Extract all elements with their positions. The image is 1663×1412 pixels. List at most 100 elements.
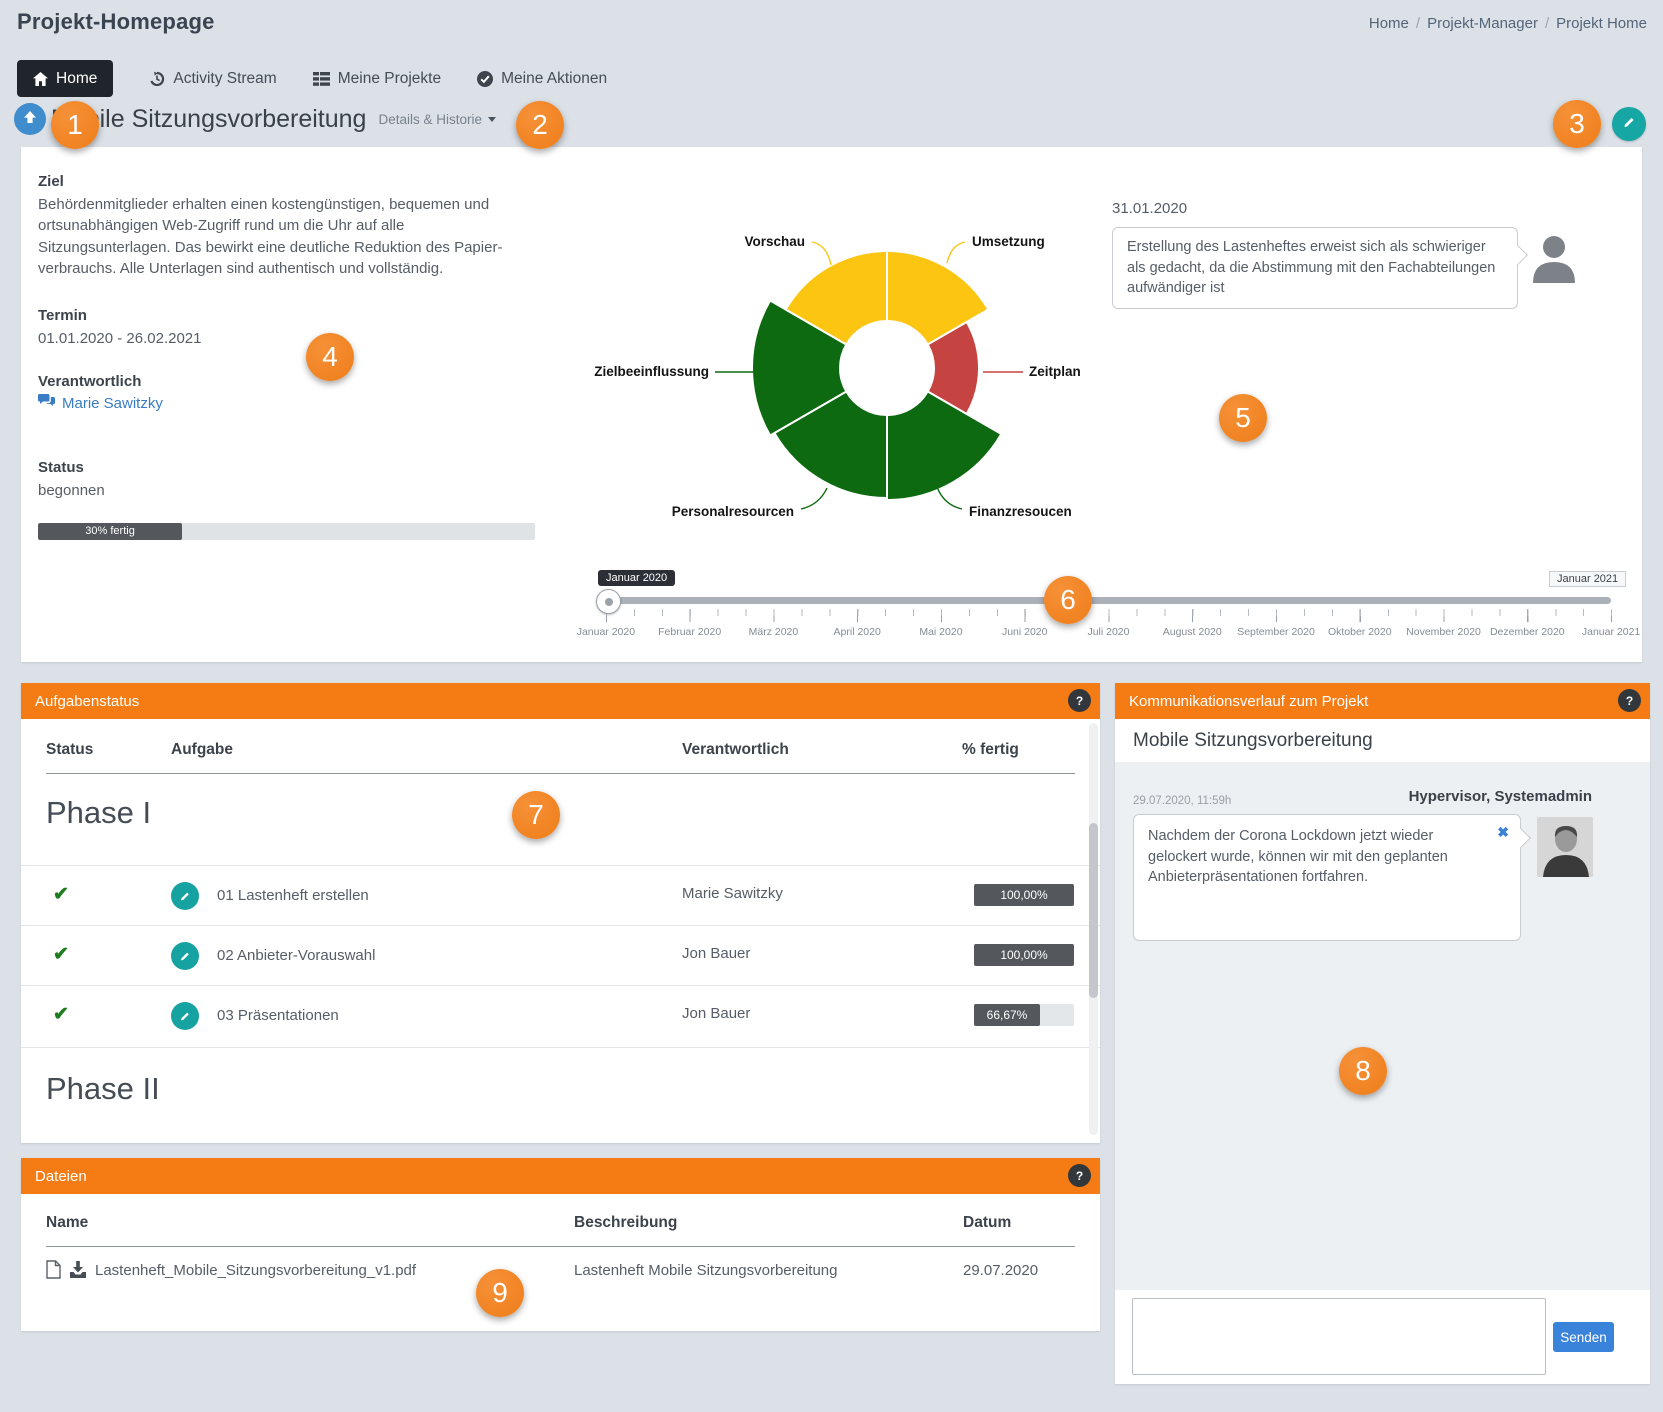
project-status-donut-chart: Vorschau Umsetzung Zeitplan Zielbeeinflu… xyxy=(594,234,1081,519)
termin-label: Termin xyxy=(38,307,87,324)
list-icon xyxy=(312,71,330,86)
help-button[interactable]: ? xyxy=(1068,689,1091,712)
app-title: Projekt-Homepage xyxy=(17,9,215,34)
task-percent-badge: 100,00% xyxy=(974,884,1074,906)
timeline-slider-track[interactable] xyxy=(606,597,1611,604)
header-divider xyxy=(46,773,1075,774)
verantwortlich-label: Verantwortlich xyxy=(38,373,142,390)
donut-label-personalresourcen: Personalresourcen xyxy=(672,504,794,519)
status-label: Status xyxy=(38,459,84,476)
timeline-end-label: Januar 2021 xyxy=(1549,571,1627,587)
panel-scrollbar[interactable] xyxy=(1089,723,1098,1135)
nav-tab-meine-aktionen[interactable]: Meine Aktionen xyxy=(477,70,607,88)
timeline-month: März 2020 xyxy=(748,626,799,638)
column-header-status: Status xyxy=(46,741,94,758)
timeline-month: September 2020 xyxy=(1237,626,1315,638)
breadcrumb-home[interactable]: Home xyxy=(1368,15,1409,32)
aufgabenstatus-header: Aufgabenstatus ? xyxy=(21,683,1100,719)
kommunikation-subtitle: Mobile Sitzungsvorbereitung xyxy=(1115,719,1650,762)
donut-label-finanzresoucen: Finanzresoucen xyxy=(969,504,1072,519)
breadcrumb-separator: / xyxy=(1415,15,1421,32)
donut-segment-zeitplan xyxy=(926,320,980,416)
details-historie-label: Details & Historie xyxy=(378,111,482,127)
donut-segment-finanzresoucen xyxy=(886,390,1003,502)
message-input[interactable] xyxy=(1132,1298,1546,1375)
header-divider xyxy=(46,1246,1075,1247)
edit-task-button[interactable] xyxy=(171,1002,199,1030)
timeline-month: Mai 2020 xyxy=(919,626,963,638)
donut-segment-zielbeeinflussung xyxy=(751,299,848,437)
kommunikation-message-list: 29.07.2020, 11:59h Hypervisor, Systemadm… xyxy=(1115,762,1650,1290)
donut-segment-personalresourcen xyxy=(773,390,888,500)
send-button[interactable]: Senden xyxy=(1553,1322,1614,1352)
timeline-month-labels: Januar 2020 Februar 2020 März 2020 April… xyxy=(564,626,1653,638)
donut-label-vorschau: Vorschau xyxy=(744,234,805,249)
nav-tab-label: Meine Aktionen xyxy=(501,69,608,87)
person-icon xyxy=(1527,231,1581,290)
delete-message-icon[interactable]: ✖ xyxy=(1497,824,1509,840)
message-bubble: Nachdem der Corona Lockdown jetzt wieder… xyxy=(1133,814,1531,941)
timeline-month: Januar 2021 xyxy=(1581,626,1641,638)
pencil-icon xyxy=(1622,115,1636,134)
callout-1: 1 xyxy=(51,101,99,149)
termin-value: 01.01.2020 - 26.02.2021 xyxy=(38,330,202,347)
nav-tab-home[interactable]: Home xyxy=(17,60,114,97)
file-description: Lastenheft Mobile Sitzungsvorbereitung xyxy=(574,1262,838,1279)
column-header-aufgabe: Aufgabe xyxy=(171,741,233,758)
timeline-slider-handle[interactable] xyxy=(596,589,621,614)
panel-scrollbar-thumb[interactable] xyxy=(1089,823,1098,998)
ziel-text: Behördenmitglieder erhalten einen kosten… xyxy=(38,196,503,277)
status-value: begonnen xyxy=(38,482,105,499)
timeline-minor-ticks xyxy=(606,609,1612,616)
avatar xyxy=(1537,817,1593,877)
task-percent-track: 66,67% xyxy=(974,1004,1074,1026)
breadcrumb-separator: / xyxy=(1544,15,1550,32)
dateien-panel: Dateien ? Name Beschreibung Datum Lasten… xyxy=(21,1158,1100,1331)
breadcrumb-projekt-home[interactable]: Projekt Home xyxy=(1556,15,1647,32)
file-icon xyxy=(46,1260,61,1284)
project-progress-bar: 30% fertig xyxy=(38,523,535,540)
check-circle-icon xyxy=(477,70,494,87)
scroll-top-button[interactable] xyxy=(14,103,46,135)
kommunikation-panel: Kommunikationsverlauf zum Projekt ? Mobi… xyxy=(1115,683,1650,1384)
donut-label-zielbeeinflussung: Zielbeeinflussung xyxy=(594,364,709,379)
dateien-title: Dateien xyxy=(35,1167,87,1185)
help-button[interactable]: ? xyxy=(1068,1164,1091,1187)
details-historie-toggle[interactable]: Details & Historie xyxy=(378,112,496,127)
project-title: Mobile Sitzungsvorbereitung xyxy=(51,104,367,133)
donut-segment-umsetzung xyxy=(886,249,990,346)
donut-label-umsetzung: Umsetzung xyxy=(972,234,1045,249)
edit-task-button[interactable] xyxy=(171,942,199,970)
task-name: 01 Lastenheft erstellen xyxy=(217,887,369,904)
file-date: 29.07.2020 xyxy=(963,1262,1039,1279)
project-title-row: Mobile Sitzungsvorbereitung Details & Hi… xyxy=(14,103,496,135)
timeline-month: Januar 2020 xyxy=(576,626,636,638)
download-icon[interactable] xyxy=(70,1261,86,1283)
timeline-month: Oktober 2020 xyxy=(1327,626,1392,638)
arrow-up-icon xyxy=(22,109,38,130)
task-owner: Jon Bauer xyxy=(682,945,751,962)
breadcrumb: Home / Projekt-Manager / Projekt Home xyxy=(1369,15,1647,32)
edit-project-button[interactable] xyxy=(1612,107,1646,141)
breadcrumb-projekt-manager[interactable]: Projekt-Manager xyxy=(1427,15,1538,32)
donut-segment-vorschau xyxy=(784,249,888,346)
home-icon xyxy=(33,71,48,86)
verantwortlich-link[interactable]: Marie Sawitzky xyxy=(62,395,163,412)
nav-tab-meine-projekte[interactable]: Meine Projekte xyxy=(312,69,442,88)
column-header-beschreibung: Beschreibung xyxy=(574,1214,678,1231)
nav-tab-activity-stream[interactable]: Activity Stream xyxy=(149,70,277,88)
table-row: ✔ 01 Lastenheft erstellen Marie Sawitzky… xyxy=(21,865,1100,926)
file-name-link[interactable]: Lastenheft_Mobile_Sitzungsvorbereitung_v… xyxy=(95,1262,417,1279)
callout-8: 8 xyxy=(1339,1047,1387,1095)
callout-4: 4 xyxy=(306,333,354,381)
dateien-header: Dateien ? xyxy=(21,1158,1100,1194)
help-button[interactable]: ? xyxy=(1618,689,1641,712)
column-header-name: Name xyxy=(46,1214,89,1231)
edit-task-button[interactable] xyxy=(171,882,199,910)
task-name: 02 Anbieter-Vorauswahl xyxy=(217,947,376,964)
table-row: ✔ 03 Präsentationen Jon Bauer 66,67% xyxy=(21,985,1100,1048)
timeline-month: Februar 2020 xyxy=(658,626,722,638)
message-timestamp: 29.07.2020, 11:59h xyxy=(1133,795,1232,807)
column-header-verantwortlich: Verantwortlich xyxy=(682,741,789,758)
nav-tab-label: Meine Projekte xyxy=(337,69,442,87)
